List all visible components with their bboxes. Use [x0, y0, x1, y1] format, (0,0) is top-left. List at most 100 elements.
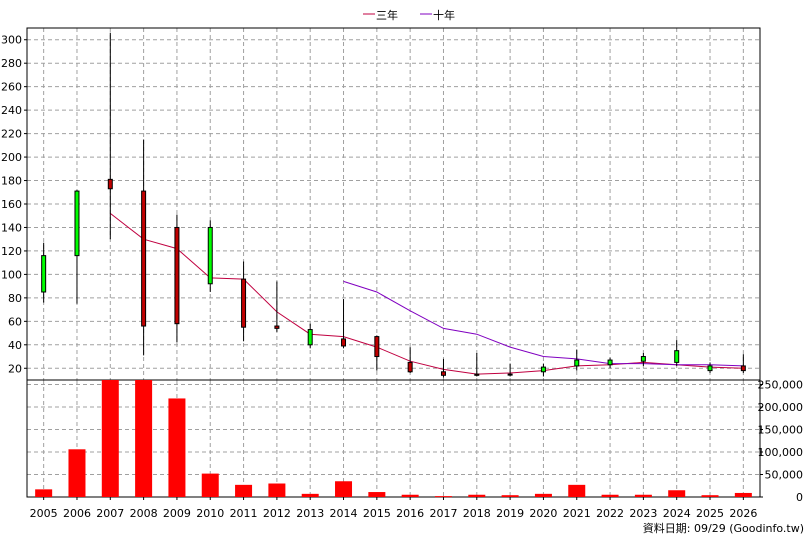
year-tick-label: 2024: [663, 507, 691, 520]
candle-body-up: [674, 350, 680, 363]
price-tick-label: 280: [1, 57, 22, 70]
candle-body-up: [41, 255, 47, 293]
price-tick-label: 80: [8, 292, 22, 305]
candle-body-down: [474, 373, 480, 376]
candle-2020: [540, 363, 546, 377]
year-tick-label: 2006: [63, 507, 91, 520]
candle-body-up: [207, 226, 213, 285]
candle-2016: [407, 347, 413, 373]
candle-2026: [740, 354, 746, 373]
legend-label: 十年: [433, 8, 455, 22]
candle-2021: [574, 349, 580, 371]
candle-body-down: [407, 361, 413, 373]
price-tick-label: 200: [1, 151, 22, 164]
volume-bar: [534, 493, 552, 497]
candle-2007: [107, 32, 113, 240]
volume-axis: 0 50,000 100,000 150,000 200,000 250,000: [758, 379, 804, 505]
candle-2006: [74, 189, 80, 304]
year-tick-label: 2010: [196, 507, 224, 520]
candle-2014: [341, 299, 347, 349]
candle-2008: [141, 139, 147, 356]
volume-tick-label: 0: [796, 491, 803, 504]
candle-body-up: [574, 359, 580, 367]
volume-bar: [701, 495, 719, 497]
year-tick-label: 2023: [629, 507, 657, 520]
volume-bar: [668, 490, 686, 497]
year-tick-label: 2015: [363, 507, 391, 520]
candle-body-down: [141, 190, 147, 327]
volume-bar: [135, 380, 153, 497]
volume-bar: [35, 489, 53, 497]
volume-bar: [568, 484, 586, 497]
volume-bar: [168, 398, 186, 497]
volume-bar: [68, 449, 86, 497]
year-tick-label: 2007: [96, 507, 124, 520]
volume-tick-label: 250,000: [758, 379, 804, 392]
price-tick-label: 20: [8, 362, 22, 375]
price-gridlines: [27, 28, 760, 380]
volume-bar: [401, 494, 419, 497]
candle-body-down: [374, 336, 380, 358]
moving-average-lines: [109, 213, 744, 375]
volume-bar: [734, 492, 752, 497]
candlesticks: [41, 32, 746, 378]
volume-tick-label: 100,000: [758, 446, 804, 459]
year-tick-label: 2022: [596, 507, 624, 520]
price-tick-label: 100: [1, 268, 22, 281]
year-tick-label: 2012: [263, 507, 291, 520]
volume-bar: [634, 494, 652, 497]
volume-bar: [101, 380, 119, 497]
candle-body-up: [607, 359, 613, 366]
candle-body-down: [241, 278, 247, 328]
candle-2019: [507, 363, 513, 377]
candle-2024: [674, 340, 680, 366]
candle-2017: [440, 358, 446, 378]
candle-2025: [707, 362, 713, 373]
volume-tick-label: 50,000: [765, 469, 804, 482]
price-tick-label: 220: [1, 128, 22, 141]
volume-bar: [368, 492, 386, 497]
volume-bar: [335, 481, 353, 497]
volume-bar: [468, 494, 486, 497]
candle-body-up: [707, 365, 713, 372]
price-tick-label: 160: [1, 198, 22, 211]
legend-label: 三年: [376, 8, 398, 22]
price-tick-label: 60: [8, 315, 22, 328]
candle-2009: [174, 214, 180, 343]
price-axis: 20 40 60 80 100 120 140 160 180 200 220 240 260 280 30…: [1, 34, 27, 375]
candle-body-up: [640, 356, 646, 362]
year-tick-label: 2017: [429, 507, 457, 520]
candle-body-down: [740, 365, 746, 372]
year-tick-label: 2008: [130, 507, 158, 520]
data-date-footer: 資料日期: 09/29 (Goodinfo.tw): [643, 521, 804, 535]
candle-body-down: [107, 178, 113, 190]
year-tick-label: 2018: [463, 507, 491, 520]
volume-bar: [501, 495, 519, 497]
year-tick-label: 2014: [330, 507, 358, 520]
volume-bar: [301, 493, 319, 497]
volume-bar: [434, 496, 452, 498]
volume-tick-label: 150,000: [758, 424, 804, 437]
year-tick-label: 2005: [30, 507, 58, 520]
candle-2012: [274, 281, 280, 332]
candle-2005: [41, 242, 47, 303]
candle-body-up: [74, 190, 80, 257]
price-tick-label: 40: [8, 339, 22, 352]
candle-2023: [640, 353, 646, 366]
year-tick-label: 2009: [163, 507, 191, 520]
price-tick-label: 140: [1, 221, 22, 234]
volume-plot-frame: [26, 379, 761, 498]
year-tick-label: 2026: [729, 507, 757, 520]
volume-bar: [235, 484, 253, 497]
candle-body-down: [274, 325, 280, 329]
year-tick-label: 2019: [496, 507, 524, 520]
price-tick-label: 240: [1, 104, 22, 117]
candle-2010: [207, 220, 213, 292]
price-tick-label: 180: [1, 175, 22, 188]
year-tick-label: 2011: [230, 507, 258, 520]
year-tick-label: 2021: [563, 507, 591, 520]
candle-2011: [241, 261, 247, 342]
volume-bars: [35, 380, 752, 498]
year-tick-label: 2013: [296, 507, 324, 520]
candle-2022: [607, 357, 613, 369]
